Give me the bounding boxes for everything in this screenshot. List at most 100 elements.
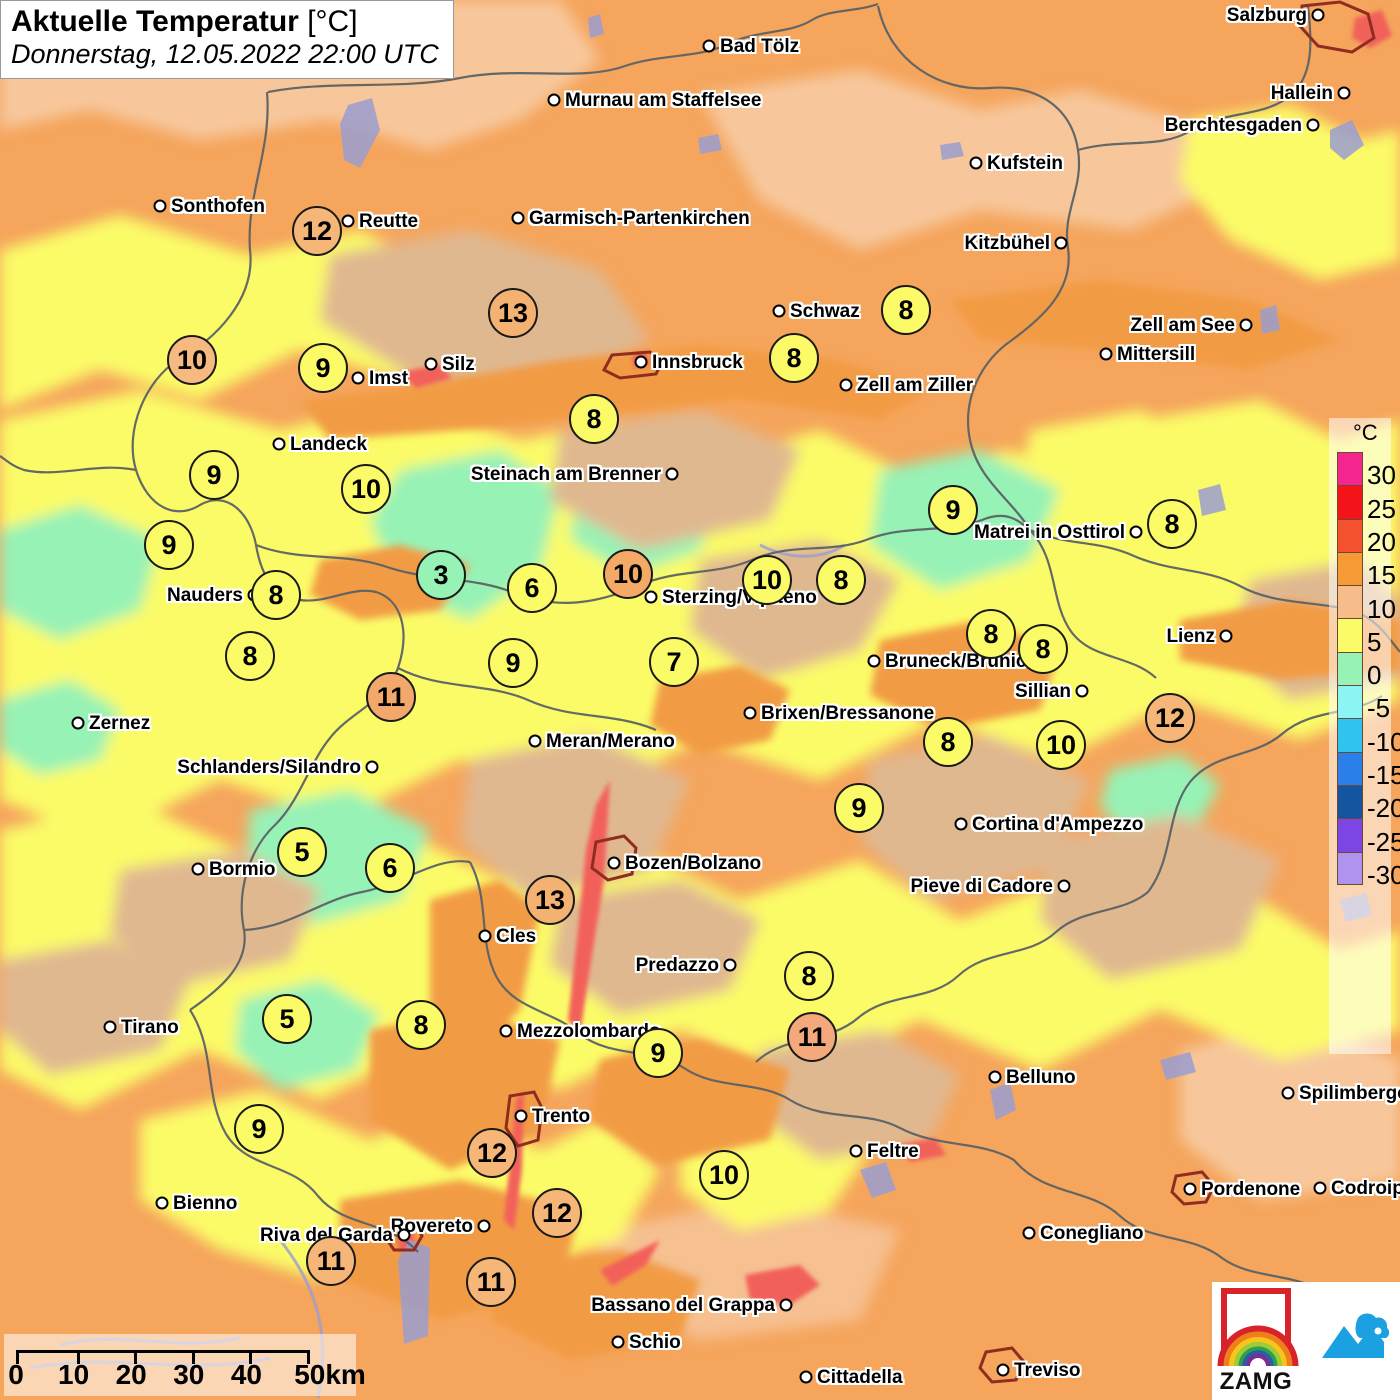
station-label: Innsbruck bbox=[652, 352, 743, 373]
legend-swatch bbox=[1337, 585, 1363, 619]
station-dot-icon bbox=[849, 1144, 863, 1158]
station-label: Schlanders/Silandro bbox=[177, 757, 361, 778]
station-dot-icon bbox=[71, 716, 85, 730]
temperature-bubble: 5 bbox=[277, 827, 327, 877]
station-dot-icon bbox=[723, 958, 737, 972]
legend-swatch bbox=[1337, 685, 1363, 719]
station-label: Pordenone bbox=[1201, 1179, 1301, 1200]
geosphere-logo[interactable] bbox=[1300, 1282, 1400, 1400]
title-subtitle: Donnerstag, 12.05.2022 22:00 UTC bbox=[11, 38, 439, 69]
station-dot-icon bbox=[514, 1109, 528, 1123]
legend-unit-label: °C bbox=[1353, 420, 1378, 445]
temperature-bubble: 13 bbox=[525, 875, 575, 925]
temperature-bubble: 9 bbox=[488, 638, 538, 688]
zamg-frame bbox=[1221, 1288, 1291, 1364]
station-dot-icon bbox=[511, 211, 525, 225]
temperature-bubble: 12 bbox=[292, 206, 342, 256]
temperature-bubble: 9 bbox=[633, 1028, 683, 1078]
station-dot-icon bbox=[424, 357, 438, 371]
temperature-bubble: 8 bbox=[816, 555, 866, 605]
station-label: Landeck bbox=[290, 434, 368, 455]
legend-tick-label: -25 bbox=[1367, 826, 1400, 857]
temperature-bubble: 8 bbox=[225, 631, 275, 681]
station-dot-icon bbox=[969, 156, 983, 170]
station-dot-icon bbox=[1057, 879, 1071, 893]
station-dot-icon bbox=[155, 1196, 169, 1210]
station-label: Sonthofen bbox=[171, 196, 265, 217]
legend-swatch bbox=[1337, 751, 1363, 785]
station-dot-icon bbox=[611, 1335, 625, 1349]
title-card: Aktuelle Temperatur [°C] Donnerstag, 12.… bbox=[0, 0, 454, 79]
temperature-bubble: 10 bbox=[167, 335, 217, 385]
station-dot-icon bbox=[191, 862, 205, 876]
temperature-bubble: 8 bbox=[1147, 499, 1197, 549]
station-label: Sillian bbox=[1015, 681, 1071, 702]
scale-label: 50km bbox=[294, 1359, 366, 1390]
station-dot-icon bbox=[702, 39, 716, 53]
station-label: Garmisch-Partenkirchen bbox=[529, 208, 750, 229]
station-label: Salzburg bbox=[1226, 5, 1307, 26]
station-dot-icon bbox=[351, 371, 365, 385]
scale-tick bbox=[249, 1353, 253, 1364]
station-label: Nauders bbox=[166, 585, 243, 606]
station-dot-icon bbox=[996, 1363, 1010, 1377]
station-label: Bozen/Bolzano bbox=[625, 853, 762, 874]
scale-label: 40 bbox=[230, 1359, 262, 1390]
legend-swatch bbox=[1337, 452, 1363, 486]
station-dot-icon bbox=[499, 1024, 513, 1038]
scale-tick bbox=[76, 1353, 80, 1364]
temperature-bubble: 8 bbox=[923, 717, 973, 767]
temperature-bubble: 5 bbox=[262, 994, 312, 1044]
temperature-bubble: 11 bbox=[466, 1257, 516, 1307]
station-label: Belluno bbox=[1006, 1067, 1076, 1088]
temperature-bubble: 8 bbox=[569, 394, 619, 444]
temperature-bubble: 7 bbox=[649, 637, 699, 687]
station-label: Silz bbox=[442, 354, 475, 375]
temperature-bubble: 10 bbox=[699, 1150, 749, 1200]
temperature-bubble: 11 bbox=[306, 1236, 356, 1286]
station-label: Kufstein bbox=[987, 153, 1063, 174]
legend-swatch bbox=[1337, 784, 1363, 819]
scale-tick bbox=[191, 1353, 195, 1364]
station-dot-icon bbox=[1099, 347, 1113, 361]
station-label: Imst bbox=[369, 368, 409, 389]
temperature-bubble: 9 bbox=[834, 783, 884, 833]
zamg-logo[interactable]: ZAMG bbox=[1212, 1282, 1300, 1400]
scale-tick bbox=[134, 1353, 138, 1364]
temperature-bubble: 11 bbox=[366, 672, 416, 722]
station-label: Steinach am Brenner bbox=[470, 464, 661, 485]
station-dot-icon bbox=[477, 1219, 491, 1233]
station-label: Bad Tölz bbox=[720, 36, 800, 57]
station-dot-icon bbox=[1311, 8, 1325, 22]
station-dot-icon bbox=[1306, 118, 1320, 132]
legend-color-bar bbox=[1337, 452, 1363, 885]
station-label: Matrei in Osttirol bbox=[974, 522, 1125, 543]
station-label: Berchtesgaden bbox=[1164, 115, 1302, 136]
temperature-bubble: 6 bbox=[507, 563, 557, 613]
station-label: Codroipo bbox=[1331, 1178, 1400, 1199]
station-label: Reutte bbox=[359, 211, 419, 232]
station-label: Bormio bbox=[209, 859, 276, 880]
station-dot-icon bbox=[1313, 1181, 1327, 1195]
legend-tick-label: -5 bbox=[1367, 693, 1391, 724]
station-label: Lienz bbox=[1166, 626, 1215, 647]
legend-tick-label: 0 bbox=[1367, 660, 1382, 691]
station-label: Conegliano bbox=[1040, 1223, 1144, 1244]
station-dot-icon bbox=[1239, 318, 1253, 332]
legend-tick-label: 30 bbox=[1367, 460, 1396, 491]
station-dot-icon bbox=[634, 355, 648, 369]
legend-tick-label: -20 bbox=[1367, 793, 1400, 824]
station-dot-icon bbox=[799, 1370, 813, 1384]
legend-tick-label: 15 bbox=[1367, 560, 1396, 591]
station-label: Zell am Ziller bbox=[857, 375, 974, 396]
station-label: Schio bbox=[629, 1332, 681, 1353]
station-label: Rovereto bbox=[390, 1216, 473, 1237]
logo-group: ZAMG bbox=[1212, 1282, 1400, 1400]
zamg-wordmark: ZAMG bbox=[1219, 1368, 1293, 1395]
station-dot-icon bbox=[1183, 1182, 1197, 1196]
station-label: Predazzo bbox=[635, 955, 719, 976]
station-dot-icon bbox=[607, 856, 621, 870]
temperature-bubble: 9 bbox=[144, 520, 194, 570]
station-label: Cittadella bbox=[817, 1367, 903, 1388]
station-dot-icon bbox=[779, 1298, 793, 1312]
